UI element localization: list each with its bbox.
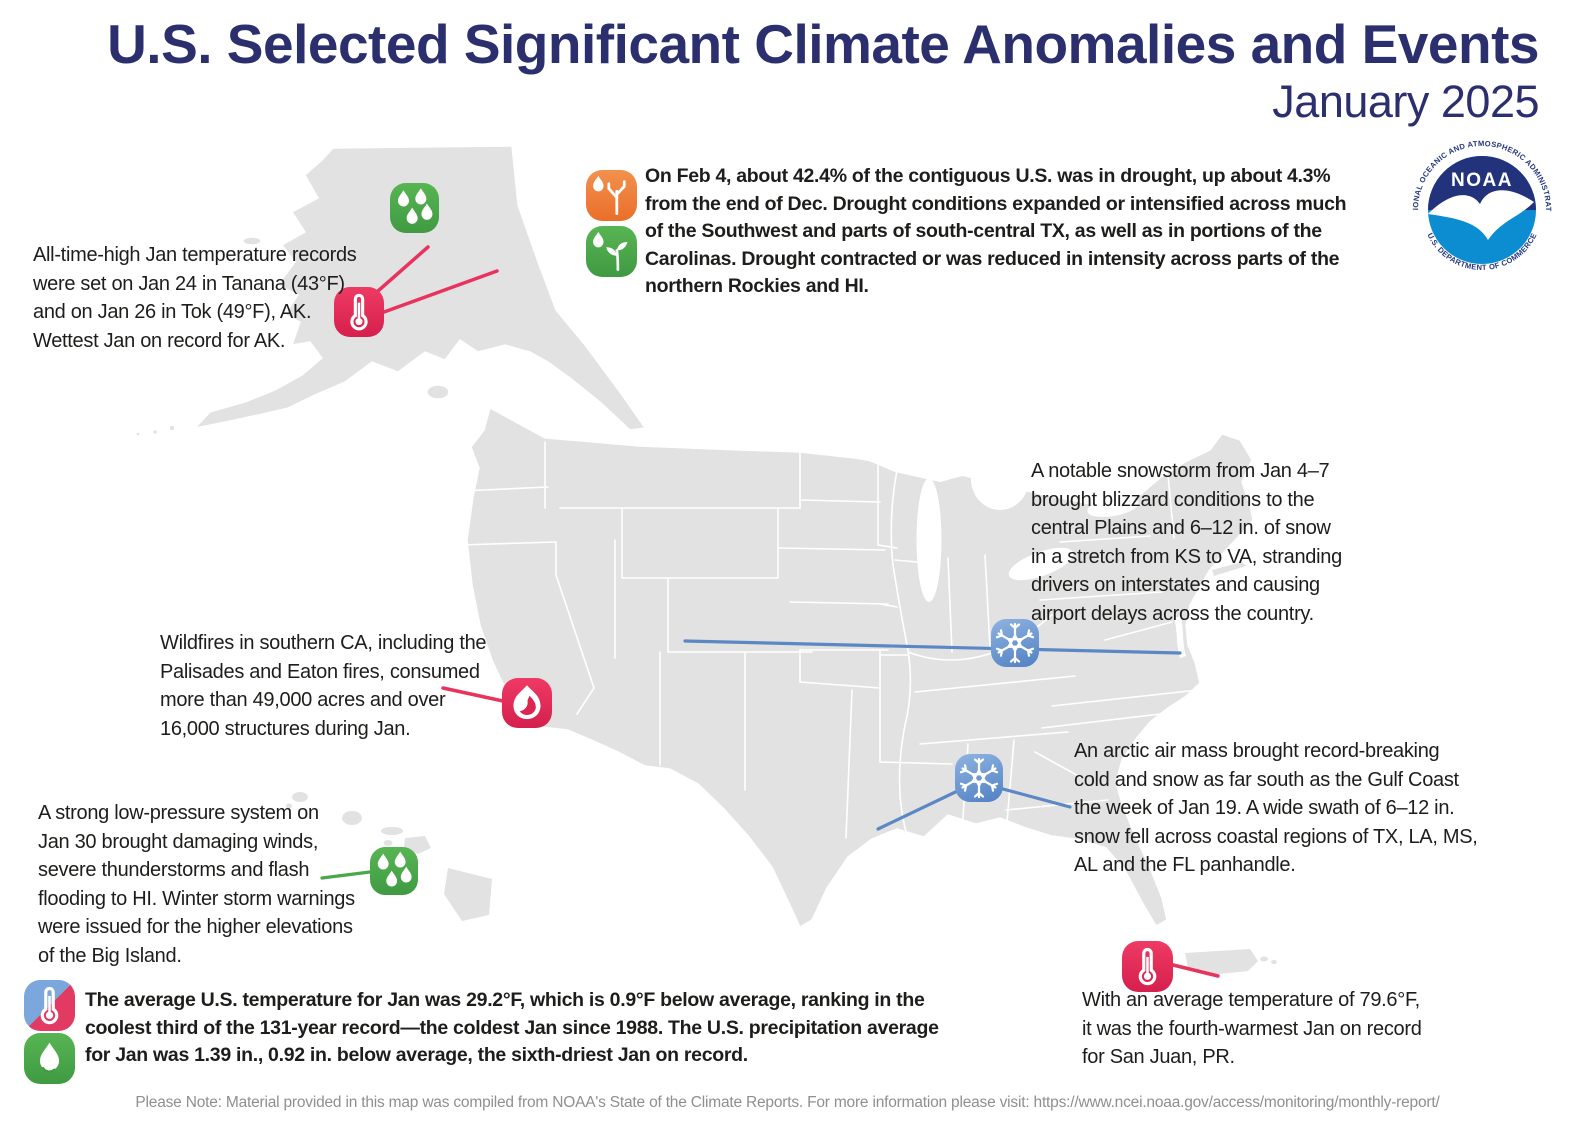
snowstorm-note: A notable snowstorm from Jan 4–7 brought… xyxy=(1031,460,1342,625)
noaa-logo: NOAA NATIONAL OCEANIC AND ATMOSPHERIC AD… xyxy=(1405,129,1556,284)
connector-line-hawaii xyxy=(320,869,380,880)
drought-note: On Feb 4, about 42.4% of the contiguous … xyxy=(645,165,1347,297)
footer-note: Please Note: Material provided in this m… xyxy=(135,1094,1440,1111)
state-borders xyxy=(458,441,1199,839)
connector-line-alaska-2 xyxy=(382,269,499,314)
conus-map xyxy=(458,406,1254,928)
alaska-note: All-time-high Jan temperature records we… xyxy=(33,244,357,352)
summary-thermometer-icon xyxy=(24,980,75,1031)
connector-line-puerto-rico xyxy=(1163,961,1220,978)
hawaii-raindrops-icon xyxy=(370,847,418,895)
puerto-rico-map xyxy=(1185,949,1277,975)
alaska-map xyxy=(135,145,647,437)
page-subtitle: January 2025 xyxy=(1272,76,1539,127)
plains-snowflake-icon xyxy=(991,619,1039,667)
gulf-snowflake-icon xyxy=(955,754,1003,802)
arctic-note: An arctic air mass brought record-breaki… xyxy=(1074,740,1478,876)
wildfire-flame-icon xyxy=(502,678,552,728)
great-lakes xyxy=(855,430,1186,658)
noaa-acronym: NOAA xyxy=(1451,170,1513,191)
page-title: U.S. Selected Significant Climate Anomal… xyxy=(107,13,1539,75)
connector-line-wildfire xyxy=(441,686,514,705)
summary-raindrop-icon xyxy=(24,1033,75,1084)
drought-icon xyxy=(586,170,637,221)
puerto-rico-thermometer-icon xyxy=(1122,941,1173,992)
connector-line-arctic-1 xyxy=(876,784,970,831)
connector-line-alaska-1 xyxy=(376,245,430,293)
connector-lines xyxy=(320,245,1220,978)
alaska-thermometer-icon xyxy=(334,287,384,337)
wildfire-note: Wildfires in southern CA, including the … xyxy=(160,632,487,740)
national-summary-note: The average U.S. temperature for Jan was… xyxy=(85,989,939,1066)
noaa-seagull-icon xyxy=(1428,190,1534,240)
connector-line-snowstorm xyxy=(683,639,1182,655)
hawaii-note: A strong low-pressure system on Jan 30 b… xyxy=(38,802,355,967)
alaska-raindrops-icon xyxy=(390,183,439,233)
moisture-icon xyxy=(586,226,637,277)
puerto-rico-note: With an average temperature of 79.6°F, i… xyxy=(1082,989,1422,1068)
